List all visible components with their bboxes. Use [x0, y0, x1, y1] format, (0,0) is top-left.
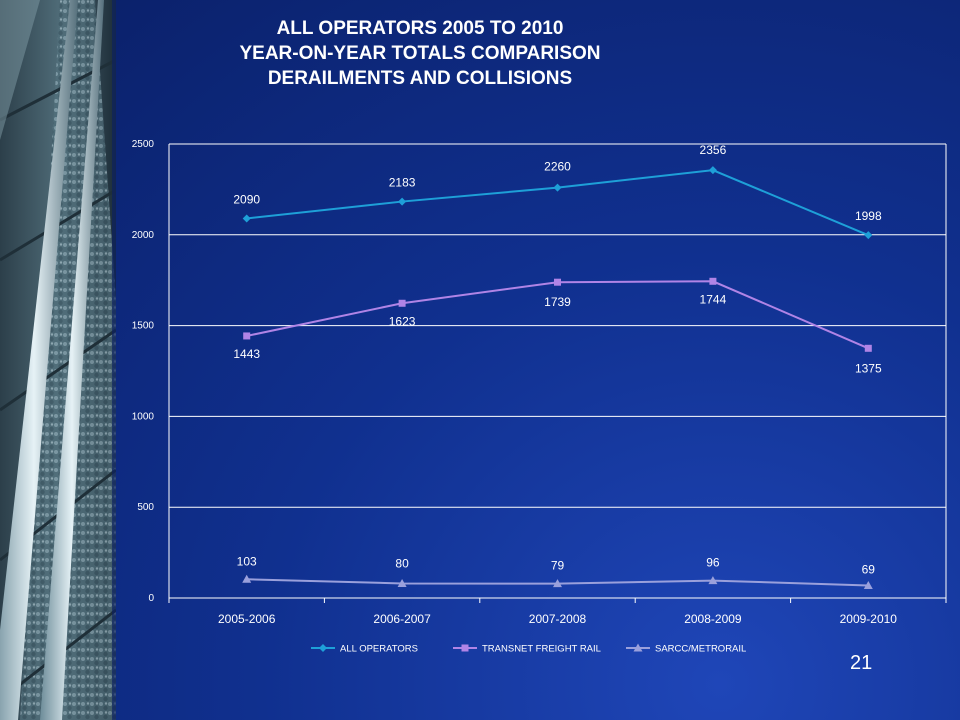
y-tick-label: 1500 [132, 321, 155, 332]
data-point [553, 579, 562, 588]
series [242, 166, 873, 589]
legend-label: SARCC/METRORAIL [655, 644, 746, 655]
data-label: 80 [395, 556, 409, 570]
x-tick-label: 2008-2009 [684, 612, 742, 626]
data-point [864, 344, 872, 352]
data-label: 1443 [233, 347, 260, 361]
x-tick-label: 2006-2007 [373, 612, 431, 626]
data-label: 2090 [233, 192, 260, 206]
data-label: 2183 [389, 176, 416, 190]
data-label: 2260 [544, 160, 571, 174]
data-point [553, 183, 562, 192]
data-label: 1739 [544, 295, 571, 309]
data-point [864, 231, 873, 240]
legend-label: ALL OPERATORS [340, 644, 418, 655]
data-point [242, 574, 252, 583]
data-label: 1744 [700, 292, 727, 306]
data-label: 2356 [700, 143, 727, 157]
data-label: 103 [237, 554, 257, 568]
legend-label: TRANSNET FREIGHT RAIL [482, 644, 601, 655]
page-number: 21 [850, 652, 873, 674]
data-labels: 2090 2183 2260 2356 1998 1443 1623 1739 1744 1375… [233, 143, 882, 576]
data-point [863, 580, 873, 589]
data-point [554, 278, 561, 286]
data-point [243, 332, 251, 340]
x-tick-label: 2007-2008 [529, 612, 587, 626]
data-point [708, 576, 718, 585]
series-line [246, 169, 869, 237]
data-label: 1998 [855, 209, 882, 223]
x-tick-label: 2005-2006 [218, 612, 276, 626]
data-point [709, 277, 717, 285]
data-label: 79 [551, 559, 565, 573]
title-line-2: YEAR-ON-YEAR TOTALS COMPARISON [239, 43, 601, 64]
y-tick-label: 2000 [132, 230, 155, 241]
y-tick-label: 1000 [132, 411, 155, 422]
x-tick-label: 2009-2010 [840, 612, 898, 626]
y-tick-label: 500 [137, 502, 154, 513]
legend: ALL OPERATORS TRANSNET FREIGHT RAIL SARCC/… [311, 643, 746, 655]
line-chart: 0 500 1000 1500 2000 2500 2005-2006 2006-2007 20… [132, 139, 947, 655]
legend-marker [319, 644, 327, 652]
data-label: 69 [862, 562, 876, 576]
y-tick-label: 0 [148, 593, 154, 604]
title-line-1: ALL OPERATORS 2005 TO 2010 [276, 18, 564, 39]
legend-marker [633, 643, 643, 652]
data-label: 1623 [389, 314, 416, 328]
gridlines [169, 143, 946, 599]
data-point [708, 166, 717, 175]
data-point [398, 197, 407, 206]
data-point [242, 214, 251, 223]
slide-title: ALL OPERATORS 2005 TO 2010 YEAR-ON-YEAR … [120, 16, 720, 91]
data-label: 1375 [855, 361, 882, 375]
series-line [246, 280, 869, 350]
railway-track-photo [0, 0, 116, 720]
legend-marker [461, 644, 469, 652]
y-tick-label: 2500 [132, 139, 155, 150]
title-line-3: DERAILMENTS AND COLLISIONS [267, 68, 573, 89]
data-label: 96 [706, 556, 720, 570]
data-point [398, 299, 406, 307]
data-point [397, 578, 407, 587]
axes: 0 500 1000 1500 2000 2500 2005-2006 2006-2007 20… [132, 139, 947, 626]
